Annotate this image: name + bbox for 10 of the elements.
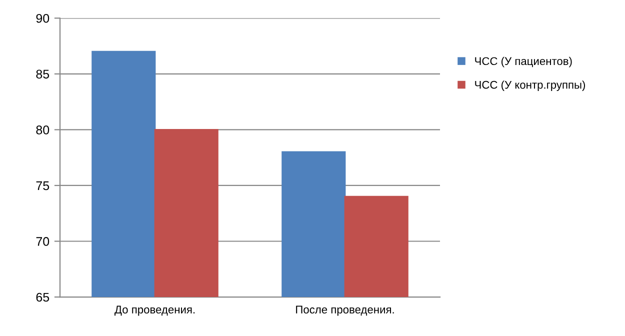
y-tick-label: 85 <box>36 70 50 79</box>
y-tick-label: 70 <box>36 237 50 246</box>
legend-label: ЧСС (У контр.группы) <box>475 80 586 91</box>
y-tick-label: 80 <box>36 125 50 134</box>
legend-label: ЧСС (У пациентов) <box>475 56 572 68</box>
y-tick-label: 90 <box>36 14 50 23</box>
y-tick-label: 75 <box>36 181 50 190</box>
y-tick-label: 65 <box>36 292 50 302</box>
x-tick-label: После проведения. <box>296 306 394 316</box>
x-tick-label: До проведения. <box>114 306 195 316</box>
